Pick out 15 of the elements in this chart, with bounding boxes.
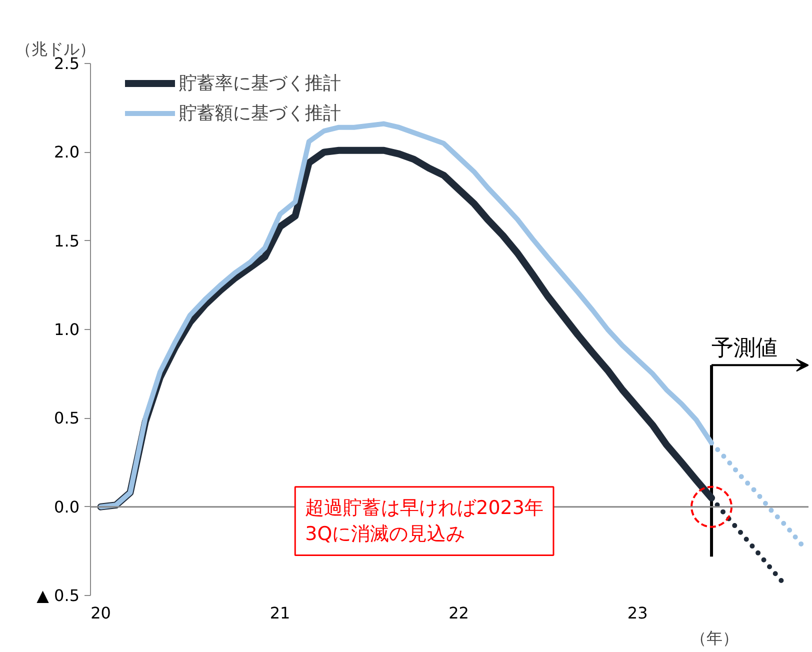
y-tick-label: 0.0 <box>54 497 80 516</box>
x-tick-label: 20 <box>90 604 111 622</box>
y-tick-label: 0.5 <box>54 408 80 428</box>
ref-line-label: 予測値 <box>712 336 778 362</box>
x-tick-label: 21 <box>270 604 290 622</box>
annotation: 超過貯蓄は早ければ2023年 3Qに消滅の見込み <box>305 496 544 546</box>
y-tick-label: 1.5 <box>54 231 80 250</box>
x-axis-title: （年） <box>690 628 738 648</box>
y-tick-label: 2.0 <box>54 142 80 162</box>
y-tick-label: ▲ 0.5 <box>36 586 80 605</box>
y-tick-label: 1.0 <box>54 320 80 339</box>
legend-label: 貯蓄額に基づく推計 <box>179 102 341 125</box>
legend-label: 貯蓄率に基づく推計 <box>179 72 341 95</box>
x-tick-label: 23 <box>627 604 648 622</box>
x-tick-label: 22 <box>448 604 469 622</box>
